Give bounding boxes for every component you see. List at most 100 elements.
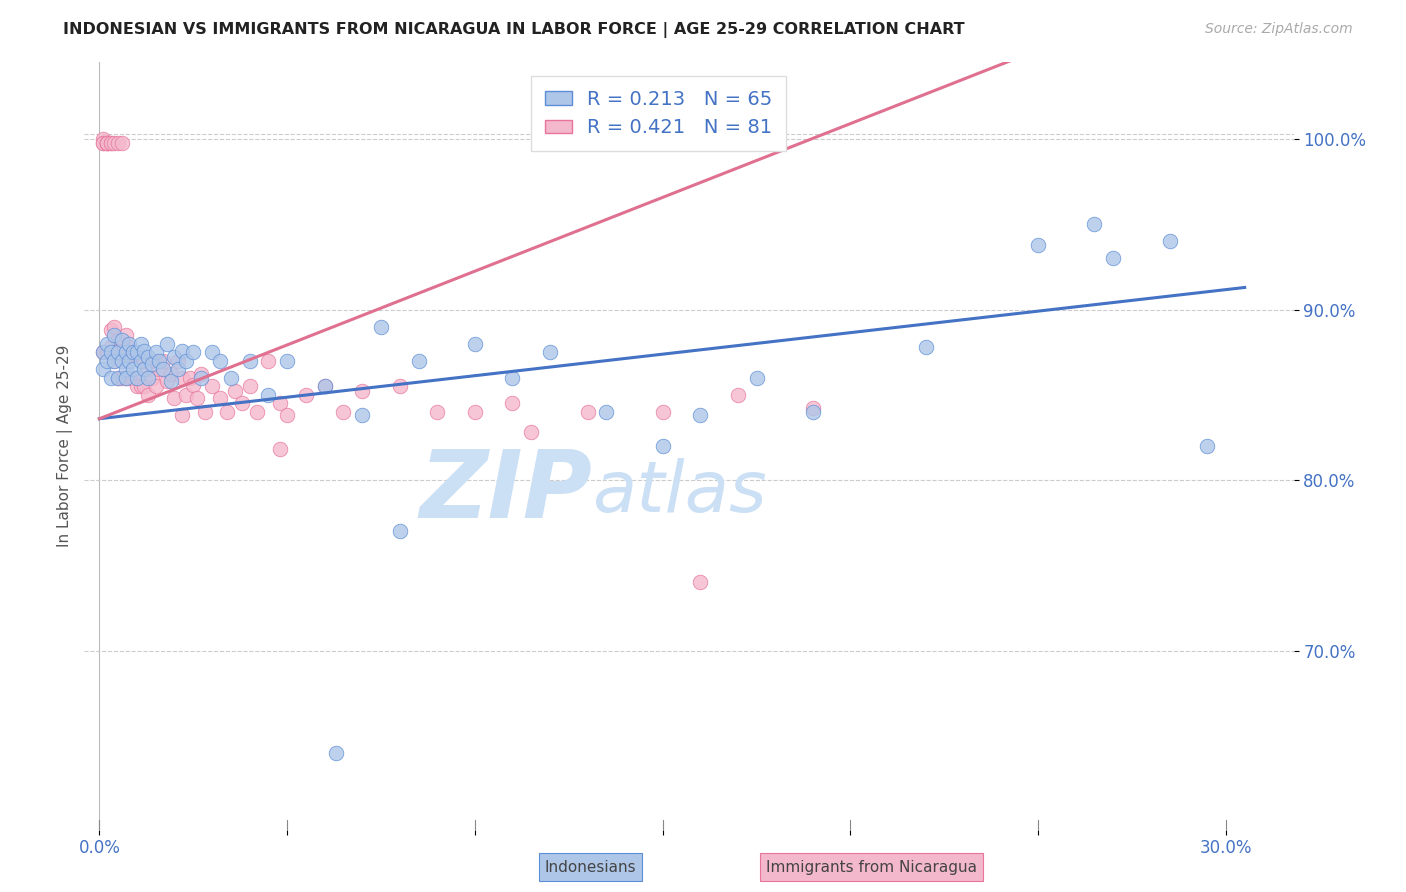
Text: Source: ZipAtlas.com: Source: ZipAtlas.com [1205,22,1353,37]
Point [129,336,152,351]
Point [107,345,129,359]
Point [231,396,253,410]
Text: Indonesians: Indonesians [544,860,637,874]
Point [107,371,129,385]
Point [136,362,159,376]
Point [745,371,768,385]
Point [408,353,430,368]
Point [125,371,148,385]
Point [314,379,336,393]
Point [651,405,673,419]
Point [170,371,193,385]
Point [163,351,186,365]
Point [129,353,152,368]
Point [103,345,125,359]
Point [114,353,136,368]
Point [208,353,231,368]
Point [595,405,617,419]
Point [152,353,174,368]
Point [129,353,152,368]
Point [125,351,148,365]
Point [170,409,193,423]
Point [1026,237,1049,252]
Text: ZIP: ZIP [419,446,592,538]
Point [107,343,129,358]
Point [111,353,134,368]
Point [107,371,129,385]
Point [163,391,186,405]
Point [96,353,118,368]
Point [118,353,141,368]
Point [501,396,523,410]
Point [125,379,148,393]
Point [103,353,125,368]
Point [501,371,523,385]
Point [576,405,599,419]
Point [136,371,159,385]
Point [520,425,543,440]
Point [103,353,125,368]
Point [426,405,449,419]
Point [136,388,159,402]
Point [114,371,136,385]
Point [107,334,129,348]
Point [145,379,167,393]
Point [170,343,193,358]
Point [224,384,246,399]
Point [219,371,242,385]
Point [190,368,212,382]
Point [538,345,561,359]
Point [122,345,145,359]
Point [167,362,190,376]
Point [159,374,181,388]
Point [388,379,411,393]
Point [100,371,122,385]
Point [388,524,411,539]
Point [114,362,136,376]
Point [103,328,125,343]
Point [174,353,197,368]
Point [145,345,167,359]
Point [91,345,114,359]
Point [100,136,122,150]
Point [141,357,163,371]
Point [215,405,238,419]
Point [145,353,167,368]
Point [134,379,156,393]
Point [129,379,152,393]
Point [201,345,224,359]
Point [727,388,749,402]
Point [257,388,280,402]
Point [325,746,347,760]
Point [201,379,224,393]
Text: INDONESIAN VS IMMIGRANTS FROM NICARAGUA IN LABOR FORCE | AGE 25-29 CORRELATION C: INDONESIAN VS IMMIGRANTS FROM NICARAGUA … [63,22,965,38]
Point [114,328,136,343]
Point [276,409,298,423]
Point [186,391,208,405]
Text: Immigrants from Nicaragua: Immigrants from Nicaragua [766,860,977,874]
Point [801,405,824,419]
Point [148,353,170,368]
Point [314,379,336,393]
Point [107,136,129,150]
Point [111,345,134,359]
Point [91,345,114,359]
Point [276,353,298,368]
Point [100,323,122,337]
Point [352,409,374,423]
Point [118,336,141,351]
Point [464,336,486,351]
Point [96,336,118,351]
Point [181,345,204,359]
Point [134,343,156,358]
Point [118,371,141,385]
Point [152,362,174,376]
Point [167,353,190,368]
Point [114,345,136,359]
Point [370,319,392,334]
Point [1083,218,1105,232]
Point [174,388,197,402]
Point [91,136,114,150]
Point [1197,439,1219,453]
Point [801,401,824,416]
